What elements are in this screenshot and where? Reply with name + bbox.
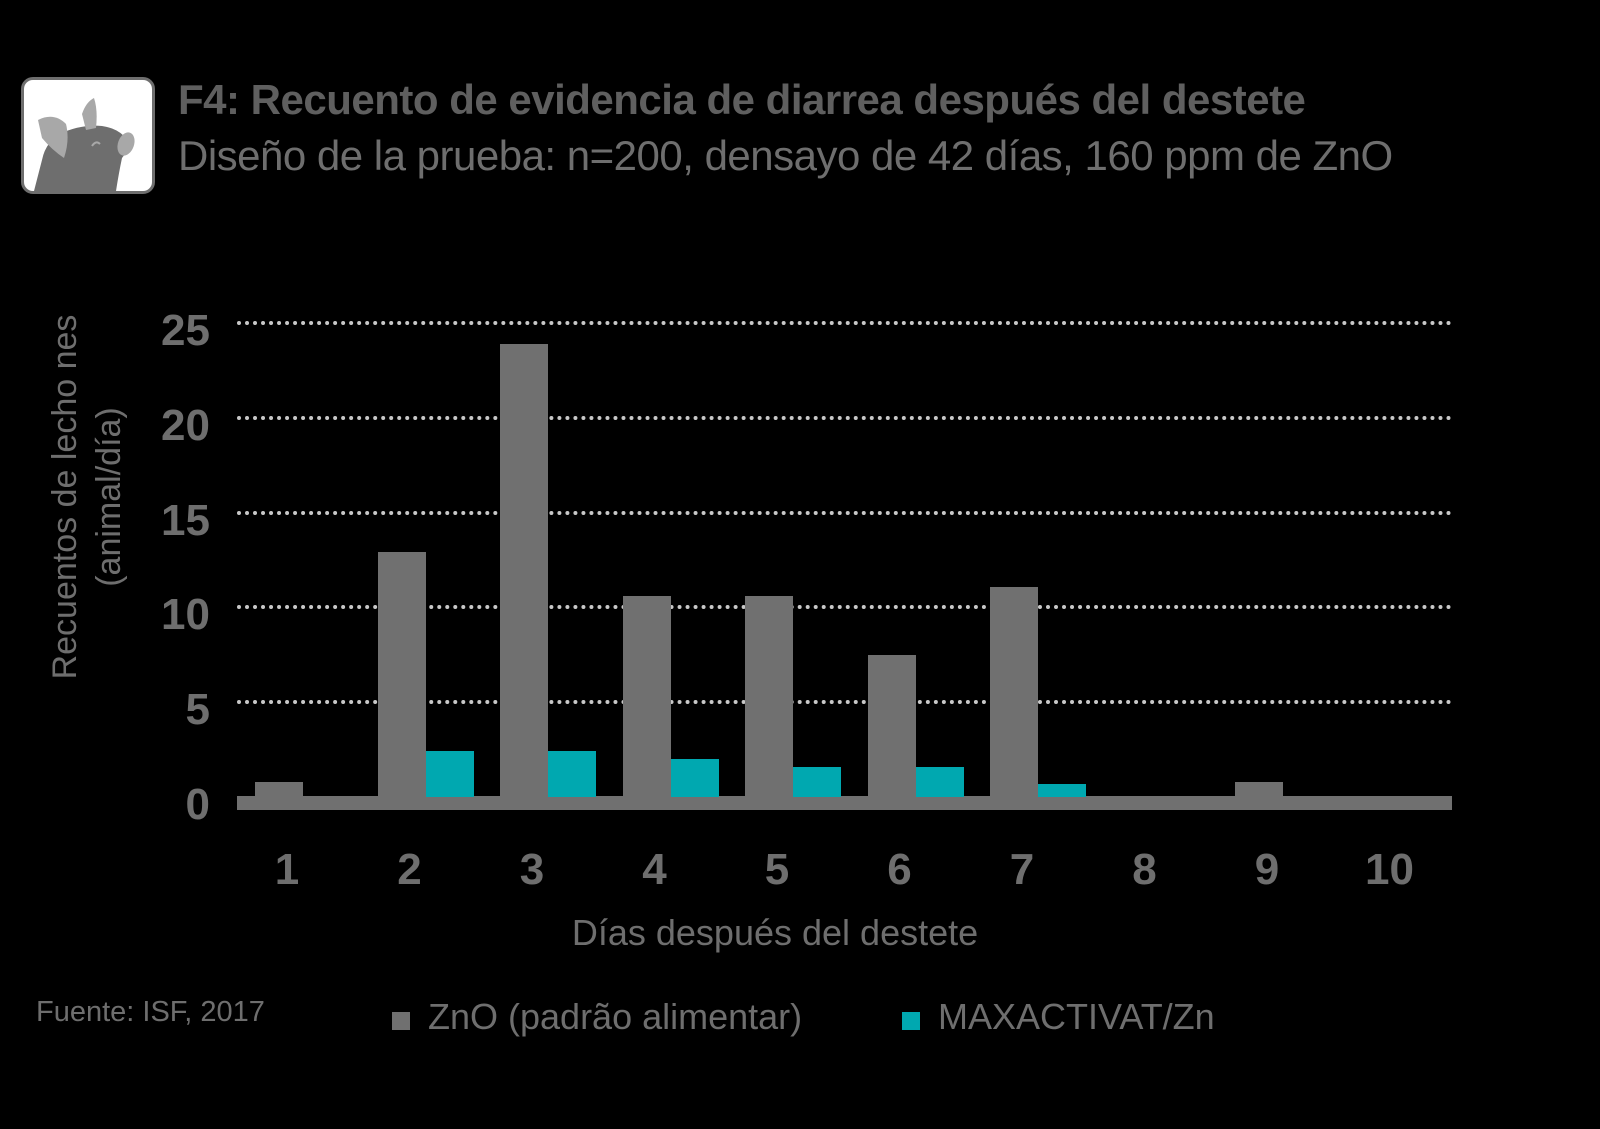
bar-zno-day-1 xyxy=(255,781,303,797)
y-tick-label: 5 xyxy=(185,685,210,735)
y-axis-label: Recuentos de lecho nes (animal/día) xyxy=(43,315,131,680)
y-axis-label-line1: Recuentos de lecho nes xyxy=(46,314,84,680)
bar-zno-day-4 xyxy=(622,596,671,797)
gridline xyxy=(237,415,1452,420)
x-axis-line xyxy=(237,796,1452,810)
bar-zno-day-5 xyxy=(745,596,793,797)
x-tick-label: 2 xyxy=(397,845,422,894)
gridline xyxy=(237,700,1452,705)
bar-zno-day-9 xyxy=(1235,781,1283,797)
legend-swatch-maxactivat xyxy=(902,1012,920,1030)
x-axis-label: Días después del destete xyxy=(571,912,979,953)
chart-title: F4: Recuento de evidencia de diarrea des… xyxy=(178,76,1306,123)
x-tick-label: 6 xyxy=(887,845,912,894)
bar-zno-day-3 xyxy=(500,343,548,797)
x-tick-label: 9 xyxy=(1254,845,1280,894)
source-note: Fuente: ISF, 2017 xyxy=(36,996,265,1028)
legend-swatch-zno xyxy=(392,1012,410,1030)
bar-maxactivat-day-4 xyxy=(670,759,719,797)
bar-maxactivat-day-5 xyxy=(793,766,841,797)
legend-label-maxactivat: MAXACTIVAT/Zn xyxy=(938,996,1215,1037)
x-tick-label: 1 xyxy=(274,845,300,894)
y-axis-label-line2: (animal/día) xyxy=(90,407,128,587)
bar-maxactivat-day-6 xyxy=(915,766,964,797)
bar-zno-day-2 xyxy=(377,552,426,797)
bar-zno-day-6 xyxy=(867,654,916,797)
legend-item-zno: ZnO (padrão alimentar) xyxy=(392,996,802,1038)
y-tick-label: 25 xyxy=(161,306,210,355)
gridline xyxy=(237,321,1452,325)
x-tick-label: 5 xyxy=(764,845,790,894)
x-tick-label: 10 xyxy=(1365,845,1414,894)
x-tick-label: 8 xyxy=(1132,845,1157,894)
chart-subtitle: Diseño de la prueba: n=200, densayo de 4… xyxy=(178,132,1393,179)
legend-label-zno: ZnO (padrão alimentar) xyxy=(428,996,803,1037)
pig-icon xyxy=(21,77,155,194)
y-tick-label: 10 xyxy=(161,590,210,640)
gridline xyxy=(237,605,1452,610)
bar-zno-day-7 xyxy=(990,586,1038,797)
y-tick-label: 20 xyxy=(161,400,210,450)
bar-maxactivat-day-2 xyxy=(425,751,474,797)
y-tick-label: 0 xyxy=(185,780,210,829)
legend-item-maxactivat: MAXACTIVAT/Zn xyxy=(902,996,1215,1038)
x-tick-label: 3 xyxy=(519,845,545,894)
gridline xyxy=(237,510,1452,515)
x-tick-label: 7 xyxy=(1009,845,1035,894)
y-tick-label: 15 xyxy=(161,495,210,545)
x-tick-label: 4 xyxy=(642,845,667,894)
bar-maxactivat-day-3 xyxy=(548,751,596,797)
bar-maxactivat-day-7 xyxy=(1038,783,1086,797)
